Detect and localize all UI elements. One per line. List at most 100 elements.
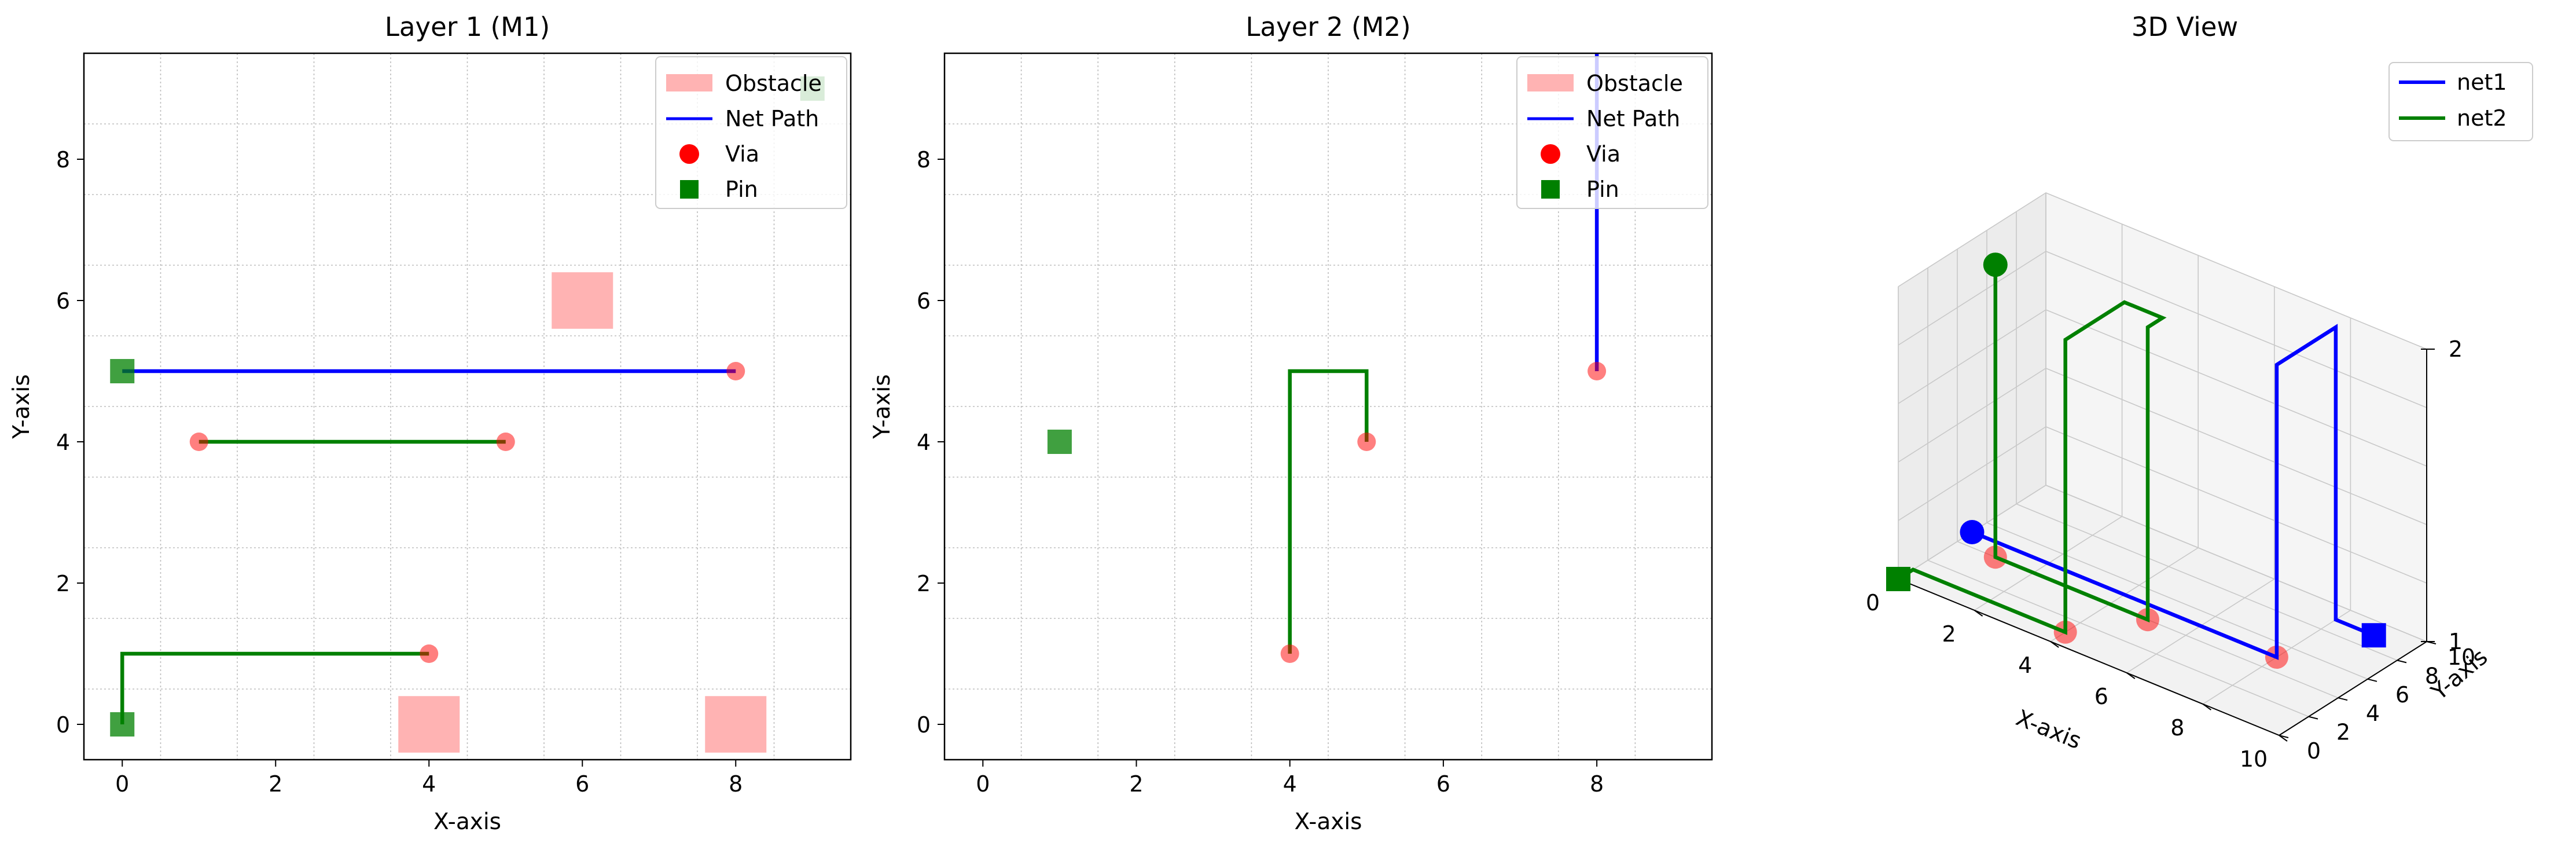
x-tick-label: 8 <box>1590 771 1604 797</box>
x-axis-line <box>1898 578 2280 736</box>
pin-marker <box>110 359 135 383</box>
y-tick-label: 2 <box>2336 720 2350 745</box>
via-marker <box>189 433 208 451</box>
legend-label: Net Path <box>725 106 819 131</box>
y-tick <box>2367 678 2377 682</box>
layer-panel-2: 0 2 4 6 8 0 2 4 6 8 Layer 2 (M2) X-axis Y-axis Obstac… <box>869 12 1713 835</box>
legend-obstacle-swatch <box>1527 74 1574 91</box>
net-end-marker <box>1886 567 1910 591</box>
x-tick <box>1974 610 1983 617</box>
net-line-net2 <box>1897 265 2167 635</box>
grid-line <box>1898 251 2046 346</box>
legend-pin-swatch <box>680 180 699 199</box>
grid-line <box>2016 503 2398 661</box>
net-path-net2 <box>1288 369 1369 654</box>
grid-line <box>2045 309 2427 467</box>
y-axis-label: Y-axis <box>9 374 35 439</box>
net-start-marker <box>1983 252 2008 277</box>
legend-label: Net Path <box>1586 106 1680 131</box>
legend-label: Pin <box>725 177 758 202</box>
x-tick-label: 4 <box>1283 771 1297 797</box>
legend-box <box>1516 56 1708 209</box>
legend-label: Via <box>725 141 759 167</box>
axes-frame <box>83 52 852 761</box>
x-tick-label: 4 <box>2018 653 2032 678</box>
legend-pin-swatch <box>1541 180 1560 199</box>
y-tick-label: 8 <box>56 147 70 173</box>
legend-label: Pin <box>1586 177 1619 202</box>
y-tick-label: 4 <box>917 430 931 455</box>
legend-label: Obstacle <box>725 71 822 96</box>
y-tick-label: 4 <box>2366 701 2380 726</box>
y-tick-label: 8 <box>2425 663 2439 688</box>
net-path-net2 <box>120 651 429 724</box>
obstacle <box>705 696 767 753</box>
y-tick-label: 0 <box>56 712 70 738</box>
grid-line <box>1898 426 2046 521</box>
grid-line <box>2045 426 2427 584</box>
y-tick-label: 0 <box>2307 738 2321 764</box>
x-axis-label: X-axis <box>1295 809 1362 835</box>
plot-area <box>1047 53 1607 663</box>
via-marker <box>496 433 515 451</box>
via-marker <box>1588 362 1607 380</box>
x-tick-label: 4 <box>422 771 436 797</box>
panel-title: Layer 2 (M2) <box>1245 12 1410 42</box>
axes-3d <box>1898 349 2427 736</box>
plot-area <box>110 76 825 753</box>
y-axis-label: Y-axis <box>869 374 895 439</box>
grid-line <box>2045 192 2427 350</box>
legend-via-swatch <box>679 144 699 164</box>
panes <box>1897 192 2428 736</box>
y-axis-line <box>2279 641 2427 736</box>
grid-line <box>1898 368 2046 463</box>
x-tick-label: 10 <box>2240 746 2268 772</box>
x-tick-label: 6 <box>1436 771 1450 797</box>
obstacle <box>552 272 613 329</box>
x-tick-label: 6 <box>575 771 589 797</box>
legend-3d: net1 net2 <box>2388 62 2533 141</box>
y-tick-label: 6 <box>2395 682 2409 708</box>
legend-label: net1 <box>2457 69 2507 95</box>
x-tick <box>2050 641 2059 648</box>
x-tick <box>2126 672 2136 679</box>
grid-line <box>2045 368 2427 525</box>
y-tick-label: 6 <box>917 288 931 314</box>
legend-label: Via <box>1586 141 1620 167</box>
via-marker <box>1280 644 1299 663</box>
y-tick-label: 6 <box>56 288 70 314</box>
x-tick-label: 0 <box>115 771 129 797</box>
grid-line <box>1986 522 2368 680</box>
legend: Obstacle Net Path Via Pin <box>655 56 847 209</box>
legend-label: Obstacle <box>1586 71 1683 96</box>
obstacle <box>398 696 460 753</box>
axes-frame <box>943 52 1713 761</box>
panel-title: Layer 1 (M1) <box>385 12 550 42</box>
net-line-net1 <box>1971 324 2375 660</box>
x-tick-label: 2 <box>1942 621 1956 647</box>
x-tick-label: 6 <box>2094 684 2108 709</box>
grid-line <box>1898 309 2046 404</box>
x-axis-label: X-axis <box>2012 705 2085 755</box>
x-tick-label: 2 <box>1129 771 1143 797</box>
grid-line <box>1898 192 2046 287</box>
legend-box <box>655 56 847 209</box>
via-marker <box>1357 433 1376 451</box>
legend-obstacle-swatch <box>666 74 712 91</box>
z-tick-label: 1 <box>2449 629 2463 654</box>
x-tick-label: 0 <box>1866 590 1880 615</box>
y-tick <box>2338 697 2348 701</box>
pin-marker <box>1047 430 1072 454</box>
net-end-marker <box>2361 623 2386 648</box>
grid-line <box>2045 485 2427 642</box>
y-tick-label: 8 <box>917 147 931 173</box>
y-tick-label: 4 <box>56 430 70 455</box>
legend-label: net2 <box>2457 105 2507 131</box>
panel-title: 3D View <box>2132 12 2238 42</box>
x-tick-label: 2 <box>269 771 282 797</box>
via-marker <box>726 362 745 380</box>
x-tick <box>2279 735 2288 742</box>
grid-line <box>2045 251 2427 408</box>
